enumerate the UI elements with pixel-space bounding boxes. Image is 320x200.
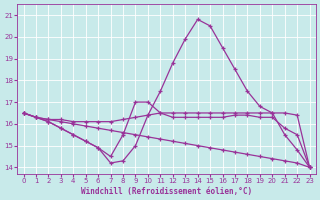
X-axis label: Windchill (Refroidissement éolien,°C): Windchill (Refroidissement éolien,°C)	[81, 187, 252, 196]
